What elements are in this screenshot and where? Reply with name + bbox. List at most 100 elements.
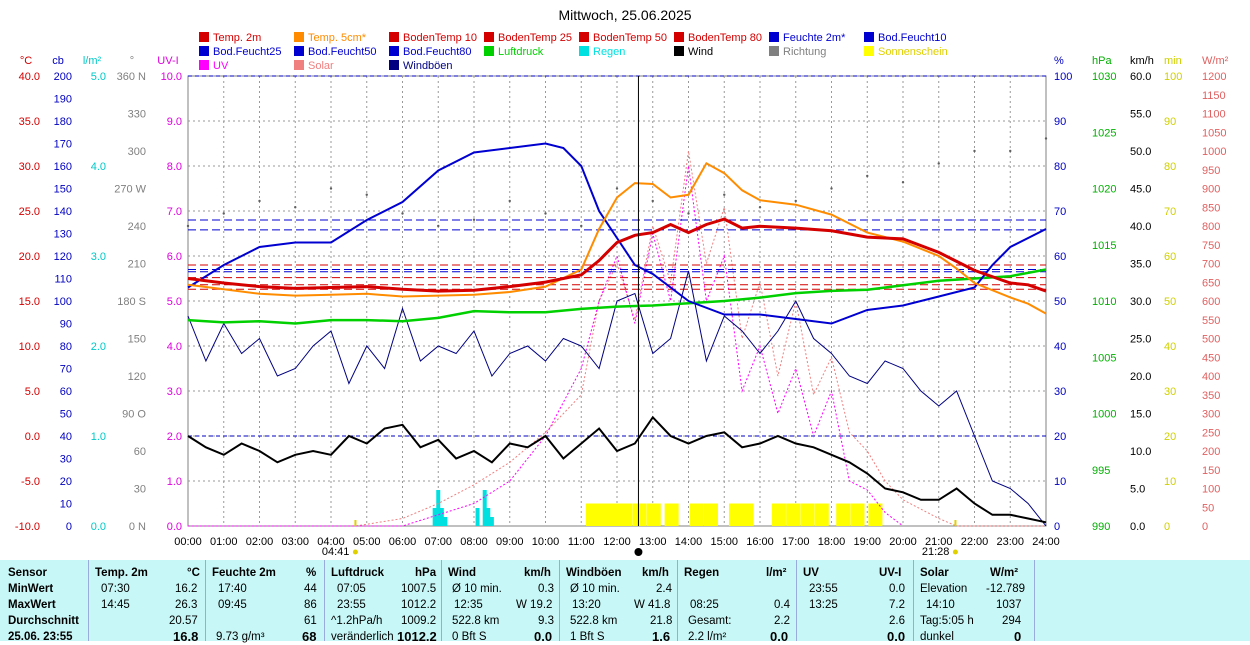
axis-tick-right: 80	[1164, 161, 1176, 173]
stats-value: 0.0	[770, 629, 789, 644]
axis-tick-left: 60	[134, 446, 146, 458]
axis-tick-left: 20.0	[19, 251, 40, 263]
axis-unit-right: min	[1164, 55, 1182, 67]
sunshine-bar	[618, 503, 633, 526]
axis-tick-right: 20	[1164, 431, 1176, 443]
axis-tick-left: 0.0	[167, 521, 182, 533]
axis-tick-right: 10.0	[1130, 446, 1151, 458]
axis-tick-right: 400	[1202, 371, 1220, 383]
legend-label: Windböen	[403, 60, 453, 72]
direction-point	[329, 187, 333, 190]
axis-tick-left: 160	[54, 161, 72, 173]
direction-point	[651, 199, 654, 203]
axis-tick-left: 180 S	[117, 296, 146, 308]
axis-tick-right: 50	[1054, 296, 1066, 308]
stats-header: Luftdruck	[331, 567, 385, 579]
stats-label: 0 Bft S	[452, 631, 487, 643]
stats-col-sensor: Sensor MinWert MaxWert Durchschnitt 25.0…	[0, 560, 88, 643]
direction-point	[544, 212, 547, 215]
stats-header: UV	[803, 567, 819, 579]
axis-tick-right: 1050	[1202, 127, 1226, 139]
axis-tick-left: 4.0	[167, 341, 182, 353]
axis-tick-right: 30	[1054, 386, 1066, 398]
stats-time: 23:55	[337, 599, 366, 611]
legend-swatch	[389, 32, 399, 42]
series-line-luftdruck	[187, 268, 1047, 325]
axis-tick-left: 40.0	[19, 71, 40, 83]
stats-label: 25.06. 23:55	[8, 631, 73, 643]
direction-point	[723, 193, 726, 196]
x-tick-label: 16:00	[746, 536, 774, 548]
axis-tick-right: 1150	[1202, 90, 1226, 102]
x-tick-label: 08:00	[460, 536, 488, 548]
axis-tick-right: 100	[1202, 484, 1220, 496]
stats-label: ^1.2hPa/h	[331, 615, 383, 627]
axis-tick-right: 5.0	[1130, 484, 1145, 496]
axis-tick-left: 7.0	[167, 206, 182, 218]
stats-label: Gesamt:	[688, 615, 732, 627]
axis-tick-right: 80	[1054, 161, 1066, 173]
axis-tick-right: 450	[1202, 352, 1220, 364]
stats-value: 0.4	[774, 599, 790, 611]
weather-chart: Mittwoch, 25.06.2025 Temp. 2m Temp. 5cm* Bo…	[15, 7, 1229, 558]
legend-swatch	[294, 46, 304, 56]
axis-tick-right: 1025	[1092, 127, 1116, 139]
stats-unit: UV-I	[879, 567, 902, 579]
axis-unit-left: l/m²	[83, 55, 102, 67]
axis-tick-right: 0	[1202, 521, 1208, 533]
sunshine-bar	[632, 503, 647, 526]
rain-bar	[443, 517, 448, 526]
direction-point	[508, 199, 511, 203]
axis-tick-right: 25.0	[1130, 334, 1151, 346]
stats-header: Windböen	[566, 567, 622, 579]
axis-tick-left: 3.0	[167, 386, 182, 398]
axis-tick-left: 0	[66, 521, 72, 533]
axis-tick-right: 15.0	[1130, 409, 1151, 421]
axis-tick-right: 100	[1054, 71, 1072, 83]
series-line-wind	[187, 415, 1047, 524]
axis-tick-left: 5.0	[25, 386, 40, 398]
axis-unit-right: km/h	[1130, 55, 1154, 67]
axis-tick-left: 50	[60, 409, 72, 421]
direction-point	[365, 193, 368, 196]
axis-tick-left: 360 N	[117, 71, 146, 83]
stats-time: 13:20	[572, 599, 601, 611]
axis-tick-left: 2.0	[167, 431, 182, 443]
axis-tick-right: 990	[1092, 521, 1110, 533]
legend-label: Bod.Feucht25	[213, 46, 282, 58]
sunrise-label: 04:41	[322, 546, 350, 558]
legend-label: BodenTemp 50	[593, 32, 667, 44]
axis-tick-right: 40	[1164, 341, 1176, 353]
legend-swatch	[294, 60, 304, 70]
stats-value: 1037	[996, 599, 1022, 611]
direction-point	[1044, 137, 1048, 140]
legend-swatch	[579, 46, 589, 56]
series-line-uv	[188, 165, 904, 527]
legend-swatch	[864, 46, 874, 56]
axis-tick-left: 10.0	[19, 341, 40, 353]
axis-tick-right: 50	[1164, 296, 1176, 308]
direction-point	[580, 224, 583, 228]
direction-point	[258, 199, 261, 203]
stats-time: 23:55	[809, 583, 838, 595]
stats-header: Temp. 2m	[95, 567, 148, 579]
stats-time: 13:25	[809, 599, 838, 611]
axis-tick-left: 140	[54, 206, 72, 218]
rain-bar	[432, 508, 437, 526]
sunshine-bar	[739, 503, 754, 526]
axis-tick-right: 350	[1202, 390, 1220, 402]
axis-tick-left: 0.0	[25, 431, 40, 443]
axis-tick-left: 90	[60, 319, 72, 331]
x-tick-label: 23:00	[996, 536, 1024, 548]
axis-tick-right: 90	[1164, 116, 1176, 128]
legend-label: Bod.Feucht10	[878, 32, 947, 44]
stats-value: 16.8	[173, 629, 199, 644]
rain-bar	[482, 490, 487, 526]
axis-tick-right: 30	[1164, 386, 1176, 398]
stats-value: 0.0	[887, 629, 906, 644]
legend-label: Solar	[308, 60, 334, 72]
stats-header: Regen	[684, 567, 720, 579]
stats-unit: km/h	[524, 567, 551, 579]
stats-value: 61	[304, 615, 317, 627]
stats-time: 07:05	[337, 583, 366, 595]
